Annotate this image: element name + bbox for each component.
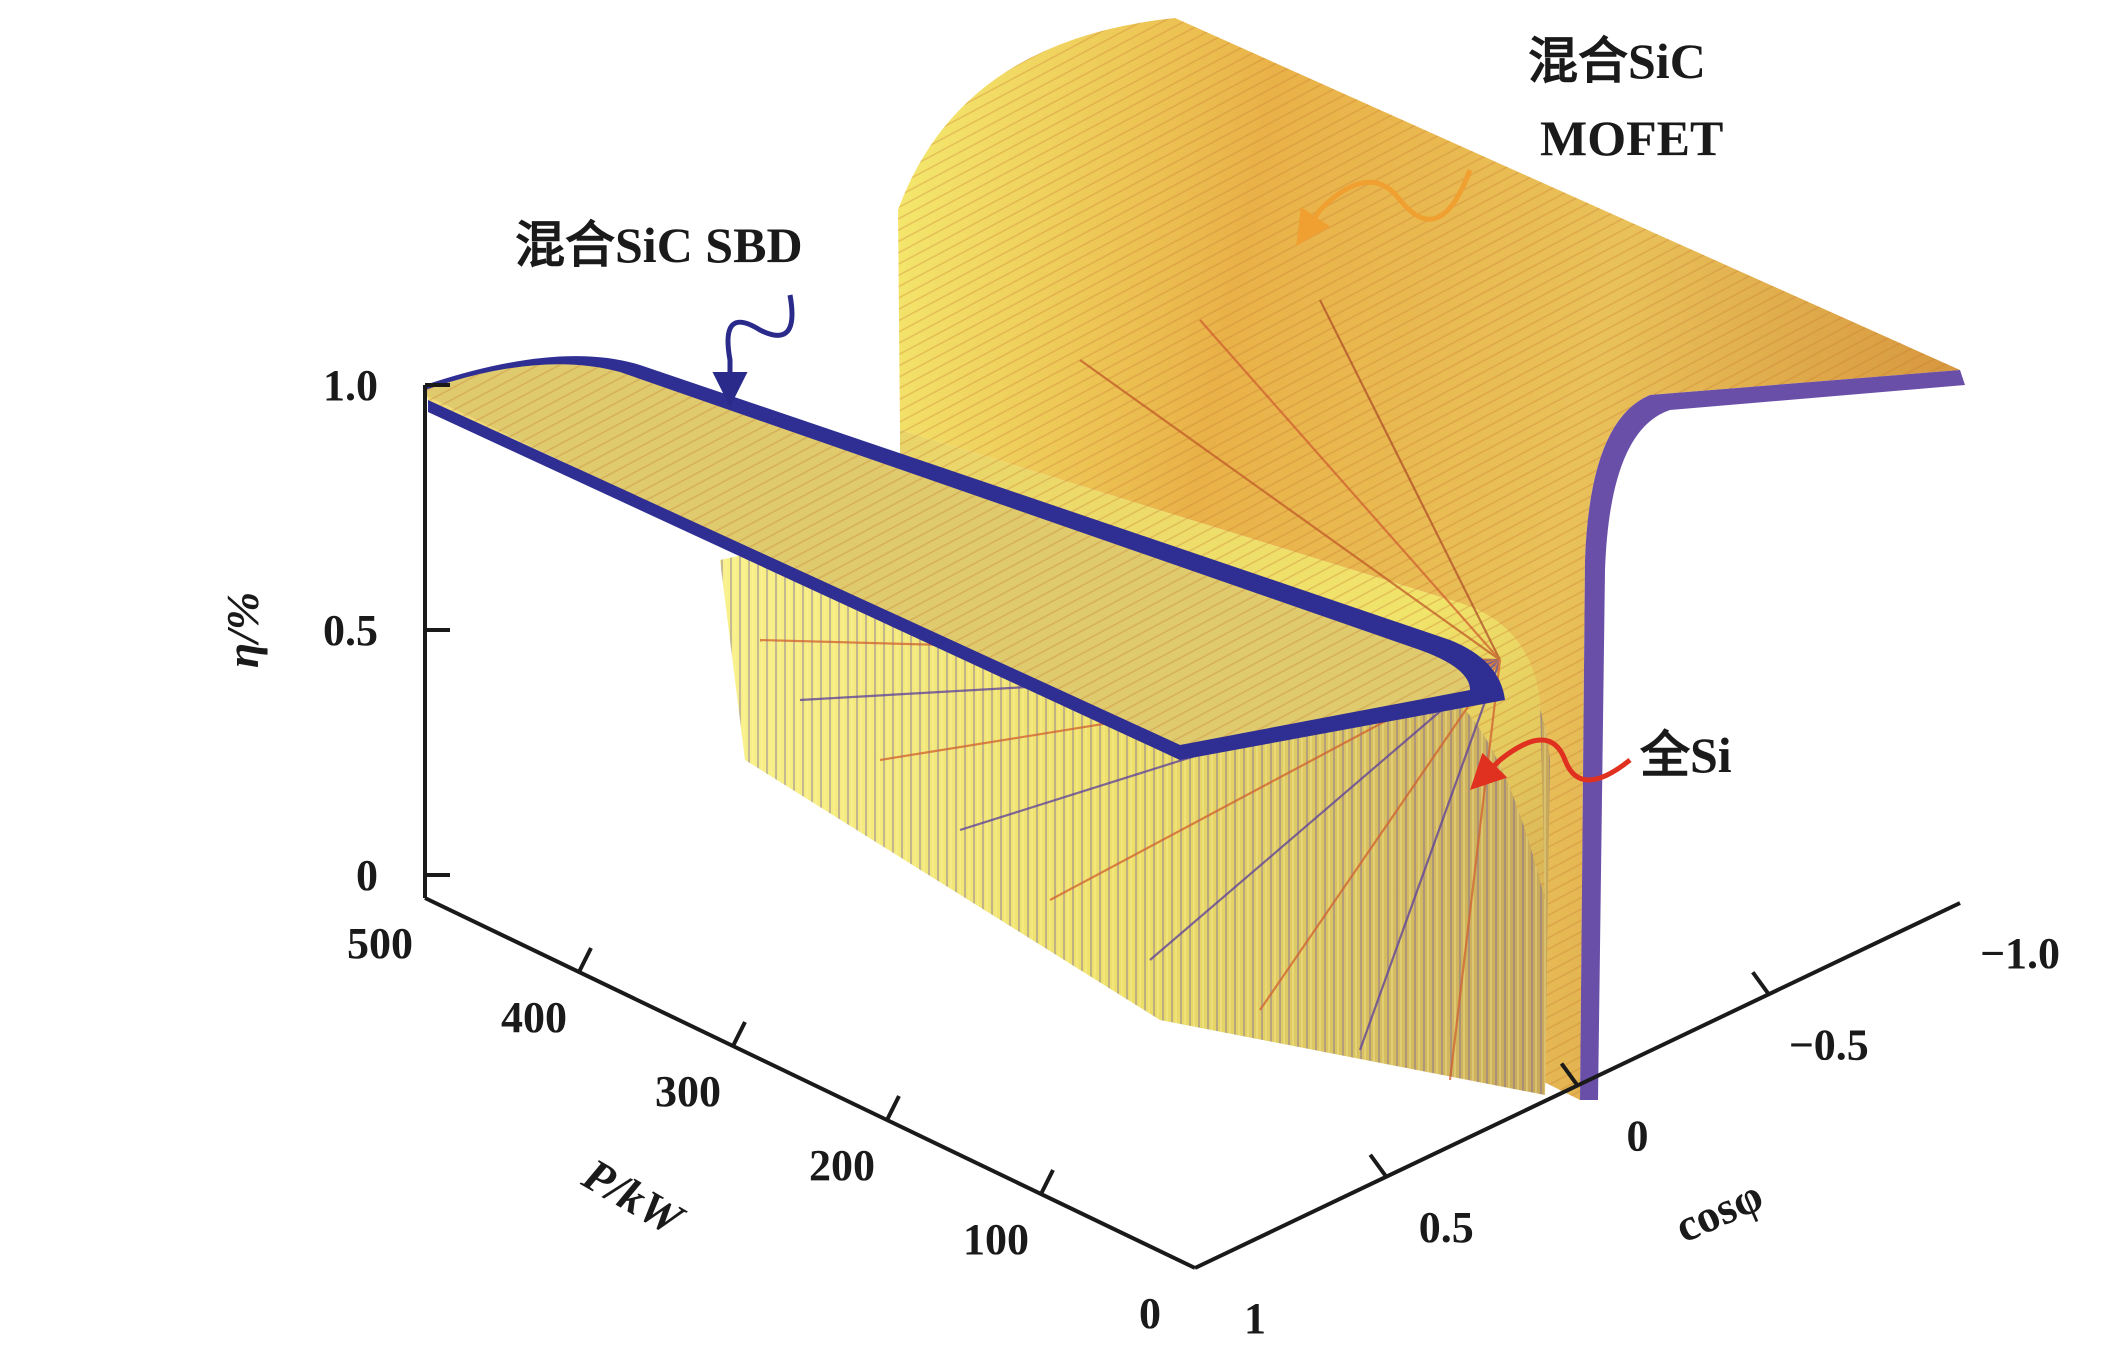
all-si-arrow [1470,737,1632,790]
cos-tick-label: −1.0 [1980,929,2060,978]
p-tick-label: 500 [347,919,413,968]
z-tick-label: 0.5 [323,606,378,655]
z-tick-label: 1.0 [323,361,378,410]
mosfet-arrow [1296,169,1473,246]
p-tick-mark [885,1095,901,1121]
cos-tick-label: 0 [1627,1112,1649,1161]
p-axis-line [424,896,1196,1270]
cos-tick-label: 0.5 [1419,1203,1474,1252]
p-tick-mark [1039,1169,1055,1195]
p-tick-mark [577,947,593,973]
cos-tick-mark [1559,1062,1580,1087]
p-tick-label: 0 [1139,1289,1161,1338]
cos-tick-mark [1368,1153,1388,1178]
p-tick-label: 200 [809,1141,875,1190]
cos-tick-label: −0.5 [1789,1020,1869,1069]
sbd-arrow [712,294,795,407]
cos-ticks: 1 0.5 0 −0.5 −1.0 [1244,929,2060,1343]
efficiency-surface [425,18,1965,1100]
p-tick-label: 100 [963,1215,1029,1264]
p-axis-title: P/kW [574,1148,694,1247]
z-axis-title: η/% [217,592,268,668]
mosfet-surface-edge [1580,370,1965,1100]
p-tick-mark [731,1021,747,1047]
cos-tick-mark [1751,971,1771,996]
z-ticks: 0 0.5 1.0 [323,361,450,900]
p-ticks: 500 400 300 200 100 0 [347,919,1161,1338]
mosfet-label-line1: 混合SiC [1528,33,1706,89]
p-tick-label: 300 [655,1067,721,1116]
axes: 0 0.5 1.0 500 400 300 200 100 0 1 0.5 0 −0.5 −1.0 η… [217,361,2060,1343]
sbd-label: 混合SiC SBD [515,217,803,273]
mosfet-label-line2: MOFET [1540,110,1723,166]
all-si-label: 全Si [1639,727,1732,783]
cos-axis-title: cosφ [1667,1169,1770,1252]
cos-tick-label: 1 [1244,1294,1266,1343]
z-tick-label: 0 [356,851,378,900]
p-tick-label: 400 [501,993,567,1042]
annotations: 混合SiC MOFET 混合SiC SBD 全Si [515,33,1732,790]
